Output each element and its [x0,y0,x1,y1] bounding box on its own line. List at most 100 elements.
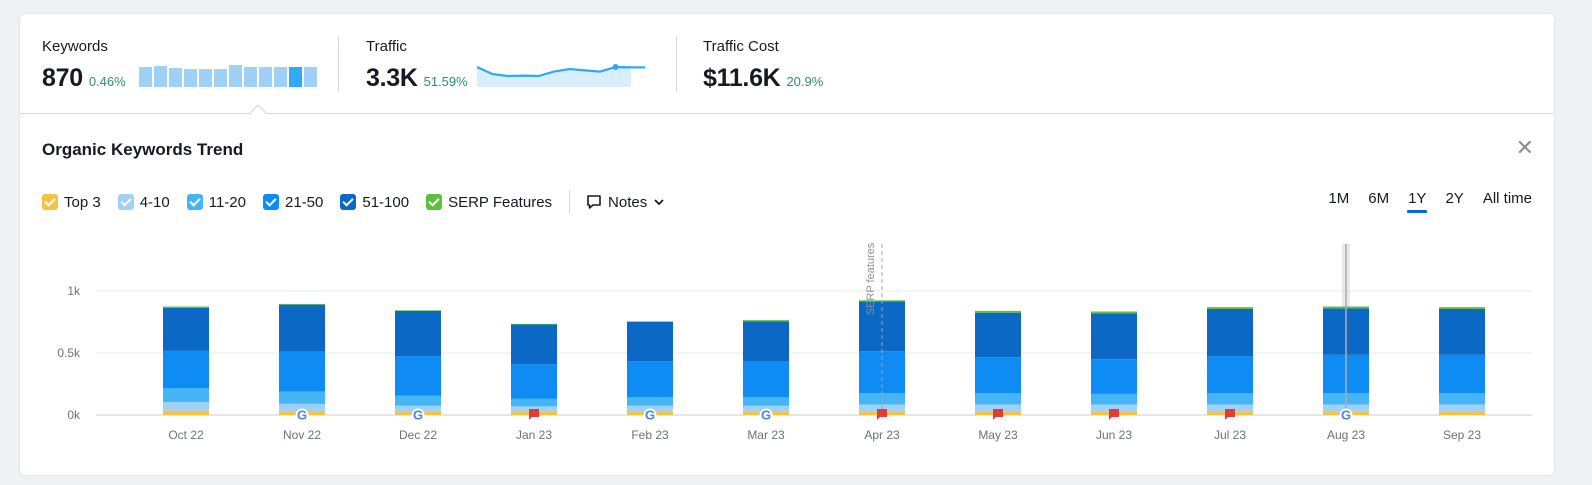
spark-bar [214,69,227,87]
active-metric-caret [249,104,267,122]
legend-serp-features[interactable]: SERP Features [426,194,552,211]
bar-segment[interactable] [395,356,441,396]
bar-segment[interactable] [1091,404,1137,412]
range-1y[interactable]: 1Y [1407,190,1428,213]
google-update-icon[interactable]: G [759,408,773,423]
legend-4-10[interactable]: 4-10 [117,194,170,211]
bar-segment[interactable] [743,361,789,398]
bar-segment[interactable] [1207,308,1253,357]
bar-segment[interactable] [1439,404,1485,412]
svg-text:G: G [413,408,423,423]
bar-segment[interactable] [279,391,325,404]
bar-segment[interactable] [163,350,209,389]
x-tick-label: Oct 22 [168,428,204,442]
legend-21-50[interactable]: 21-50 [263,194,323,211]
note-flag-icon[interactable] [877,409,887,420]
bar-segment[interactable] [163,401,209,411]
spark-bar [199,69,212,87]
bar-segment[interactable] [1207,404,1253,412]
google-update-icon[interactable]: G [643,408,657,423]
bar-segment[interactable] [395,395,441,406]
bar-segment[interactable] [1439,411,1485,415]
spark-bar [154,66,167,87]
bar-segment[interactable] [975,404,1021,412]
bar-segment[interactable] [975,357,1021,394]
bar-segment[interactable] [163,388,209,402]
bar-segment[interactable] [627,397,673,406]
bar-segment[interactable] [1207,393,1253,405]
checkbox-icon [340,194,357,210]
bar-segment[interactable] [975,393,1021,405]
bar-segment[interactable] [511,324,557,365]
google-update-icon[interactable]: G [411,408,425,423]
bar-segment[interactable] [395,310,441,311]
bar-segment[interactable] [1091,313,1137,360]
range-all-time[interactable]: All time [1482,190,1532,207]
bar-segment[interactable] [743,321,789,362]
bar-segment[interactable] [395,310,441,357]
notes-dropdown[interactable]: Notes [586,194,671,211]
legend-divider [569,190,571,214]
note-flag-icon[interactable] [1109,409,1119,420]
bar-segment[interactable] [511,364,557,399]
bar-segment[interactable] [163,307,209,351]
checkbox-icon [426,194,443,210]
organic-keywords-chart[interactable]: 0k 0.5k 1k Oct 22 G Nov 22 G Dec 22 Jan 23 G Feb 2… [20,239,1554,469]
google-update-icon[interactable]: G [1339,408,1353,423]
bar-segment[interactable] [1439,308,1485,355]
traffic-cost-metric[interactable]: Traffic Cost $11.6K 20.9% [703,38,823,92]
checkbox-icon [186,194,203,210]
bar-segment[interactable] [1439,307,1485,309]
note-flag-icon[interactable] [529,409,539,420]
bar-segment[interactable] [627,321,673,322]
bar-segment[interactable] [1091,311,1137,314]
bar-segment[interactable] [1091,359,1137,394]
spark-bar [289,67,302,87]
x-tick-label: Apr 23 [864,428,900,442]
bar-segment[interactable] [279,351,325,392]
bar-segment[interactable] [279,304,325,352]
date-range-switch: 1M 6M 1Y 2Y All time [1309,190,1532,213]
google-update-icon[interactable]: G [295,408,309,423]
bar-segment[interactable] [511,323,557,325]
bar-segment[interactable] [1439,354,1485,394]
spark-bar [304,67,317,87]
range-1m[interactable]: 1M [1328,190,1350,207]
traffic-label: Traffic [366,38,407,55]
section-title: Organic Keywords Trend [42,140,244,159]
bar-segment[interactable] [975,310,1021,313]
spark-bar [244,67,257,87]
legend-51-100[interactable]: 51-100 [340,194,409,211]
legend-top3[interactable]: Top 3 [42,194,101,211]
note-flag-icon[interactable] [993,409,1003,420]
note-icon [587,195,601,209]
bar-segment[interactable] [163,410,209,415]
bar-segment[interactable] [1091,393,1137,405]
keywords-metric[interactable]: Keywords 870 0.46% [42,38,126,92]
range-2y[interactable]: 2Y [1445,190,1464,207]
x-tick-label: Aug 23 [1327,428,1365,442]
traffic-metric[interactable]: Traffic 3.3K 51.59% [366,38,468,92]
x-tick-label: Jun 23 [1096,428,1132,442]
bar-segment[interactable] [163,306,209,308]
bar-segment[interactable] [279,403,325,412]
annotation-label: SERP features [865,242,877,315]
bar-segment[interactable] [511,398,557,407]
close-icon[interactable]: ✕ [1515,135,1534,160]
legend-11-20[interactable]: 11-20 [186,194,246,211]
bar-segment[interactable] [743,320,789,322]
bar-segment[interactable] [627,322,673,362]
traffic-cost-value: $11.6K [703,64,781,92]
organic-research-card: Keywords 870 0.46% Traffic 3.3K 51.59% T… [19,13,1555,476]
bar-segment[interactable] [975,312,1021,358]
note-flag-icon[interactable] [1225,409,1235,420]
bar-segment[interactable] [1207,356,1253,394]
x-tick-label: Nov 22 [283,428,321,442]
bar-segment[interactable] [627,361,673,398]
bar-segment[interactable] [1207,307,1253,309]
y-tick-label: 1k [67,284,81,298]
bar-segment[interactable] [743,397,789,406]
bar-segment[interactable] [1439,393,1485,405]
range-6m[interactable]: 6M [1368,190,1390,207]
bar-segment[interactable] [279,304,325,305]
